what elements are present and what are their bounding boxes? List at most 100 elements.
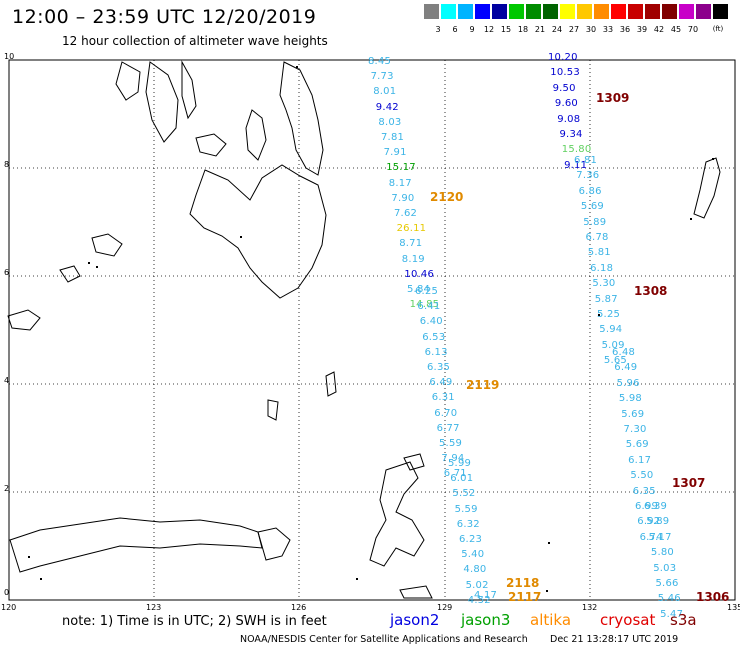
- wave-height-value: 6.77: [436, 422, 460, 434]
- legend-swatch: [713, 4, 728, 19]
- legend-swatch: [526, 4, 541, 19]
- legend-swatch: [560, 4, 575, 19]
- legend-swatch: [696, 4, 711, 19]
- latitude-tick-label: 2: [4, 484, 10, 493]
- wave-height-value: 9.50: [552, 82, 576, 94]
- legend-swatch: [594, 4, 609, 19]
- wave-height-value: 6.78: [585, 232, 609, 243]
- legend-label: 36: [619, 25, 631, 34]
- wave-height-value: 5.02: [465, 579, 489, 591]
- wave-height-value: 5.80: [650, 547, 674, 559]
- coastline-leyte: [245, 109, 267, 161]
- wave-height-value: 6.49: [614, 362, 638, 374]
- wave-height-value: 8.71: [399, 238, 423, 250]
- wave-height-value: 6.17: [628, 454, 652, 466]
- wave-height-value: 6.99: [635, 501, 659, 512]
- wave-height-value: 6.48: [612, 347, 636, 358]
- wave-height-value: 5.52: [452, 488, 476, 500]
- legend-swatch: [509, 4, 524, 19]
- wave-height-value: 6.92: [637, 516, 661, 528]
- latitude-tick-label: 0: [4, 588, 10, 597]
- wave-height-value: 5.03: [653, 562, 677, 574]
- coastline-negros: [145, 61, 179, 143]
- wave-height-value: 9.60: [554, 98, 578, 110]
- wave-height-value: 7.62: [394, 208, 418, 219]
- wave-height-value: 5.98: [618, 393, 642, 405]
- wave-height-value: 6.32: [456, 518, 480, 530]
- wave-height-value: 5.17: [648, 531, 672, 543]
- legend-label: 27: [568, 25, 580, 34]
- coastline-morotai: [403, 453, 425, 471]
- generation-timestamp: Dec 21 13:28:17 UTC 2019: [550, 634, 679, 645]
- wave-height-value: 6.40: [419, 316, 443, 328]
- coastline-cebu: [181, 60, 197, 120]
- wave-height-value: 6.35: [427, 362, 451, 373]
- wave-height-value: 6.23: [459, 534, 483, 545]
- legend-label: 70: [687, 25, 699, 34]
- map-frame: [8, 59, 736, 601]
- wave-height-value: 6.49: [429, 377, 453, 389]
- pass-number-label: 2119: [466, 378, 500, 392]
- map-title: 12:00 – 23:59 UTC 12/20/2019: [12, 6, 317, 28]
- wave-height-value: 5.46: [657, 593, 681, 605]
- footer-note: note: 1) Time is in UTC; 2) SWH is in fe…: [62, 614, 327, 629]
- legend-swatch: [628, 4, 643, 19]
- coastline-panay: [115, 61, 141, 101]
- legend-label: 12: [483, 25, 495, 34]
- wave-height-value: 4.17: [474, 590, 498, 601]
- wave-height-value: 9.34: [559, 129, 583, 140]
- coastline-basilan: [59, 265, 81, 283]
- wave-height-value: 7.94: [441, 453, 465, 465]
- wave-height-value: 6.35: [632, 485, 656, 497]
- longitude-tick-label: 132: [582, 603, 598, 612]
- legend-swatch: [679, 4, 694, 19]
- coastline-mindanao: [189, 164, 327, 299]
- wave-height-value: 8.45: [368, 56, 392, 67]
- wave-height-value: 15.17: [386, 162, 416, 174]
- legend-swatch: [611, 4, 626, 19]
- wave-height-value: 5.30: [592, 278, 616, 290]
- pass-number-label: 2118: [506, 576, 540, 590]
- coastline-sulu-islands: [7, 309, 41, 331]
- legend-label: 24: [551, 25, 563, 34]
- wave-height-value: 6.01: [450, 473, 474, 485]
- legend-unit: (ft): [712, 25, 724, 33]
- coastline-palau: [693, 157, 721, 219]
- wave-height-value: 4.52: [467, 594, 491, 606]
- coastline-zamboanga: [91, 233, 123, 257]
- wave-height-value: 6.74: [639, 531, 663, 543]
- wave-height-value: 6.70: [434, 407, 458, 419]
- credit-text: NOAA/NESDIS Center for Satellite Applica…: [240, 634, 528, 645]
- wave-height-value: 6.39: [644, 501, 668, 512]
- wave-height-value: 7.81: [381, 132, 405, 143]
- wave-height-value: 9.08: [557, 113, 581, 125]
- wave-height-value: 5.09: [601, 339, 625, 351]
- longitude-tick-label: 120: [1, 603, 17, 612]
- wave-height-value: 5.96: [616, 377, 640, 389]
- wave-height-value: 26.11: [396, 223, 427, 235]
- legend-label: 15: [500, 25, 512, 34]
- wave-height-value: 9.42: [375, 101, 399, 113]
- wave-height-value: 14.85: [409, 299, 440, 311]
- coastline-obi: [399, 585, 433, 599]
- wave-height-value: 6.41: [417, 301, 441, 313]
- coastline-bohol: [195, 133, 227, 157]
- legend-swatch: [543, 4, 558, 19]
- longitude-tick-label: 126: [291, 603, 307, 612]
- legend-swatch: [577, 4, 592, 19]
- wave-height-value: 5.40: [461, 549, 485, 561]
- wave-height-value: 8.17: [388, 177, 412, 189]
- legend-label: 45: [670, 25, 682, 34]
- wave-height-value: 9.11: [564, 159, 588, 171]
- map-subtitle: 12 hour collection of altimeter wave hei…: [62, 34, 328, 48]
- wave-height-value: 10.20: [548, 52, 578, 63]
- coastline-sulawesi: [9, 517, 263, 573]
- wave-height-value: 5.47: [660, 608, 684, 620]
- satellite-name-jason3: jason3: [461, 611, 511, 629]
- wave-height-value: 6.13: [424, 346, 448, 358]
- wave-height-value: 5.87: [594, 293, 618, 305]
- wave-height-value: 10.53: [550, 67, 580, 79]
- wave-height-value: 15.80: [561, 144, 592, 156]
- wave-height-value: 5.94: [599, 324, 623, 336]
